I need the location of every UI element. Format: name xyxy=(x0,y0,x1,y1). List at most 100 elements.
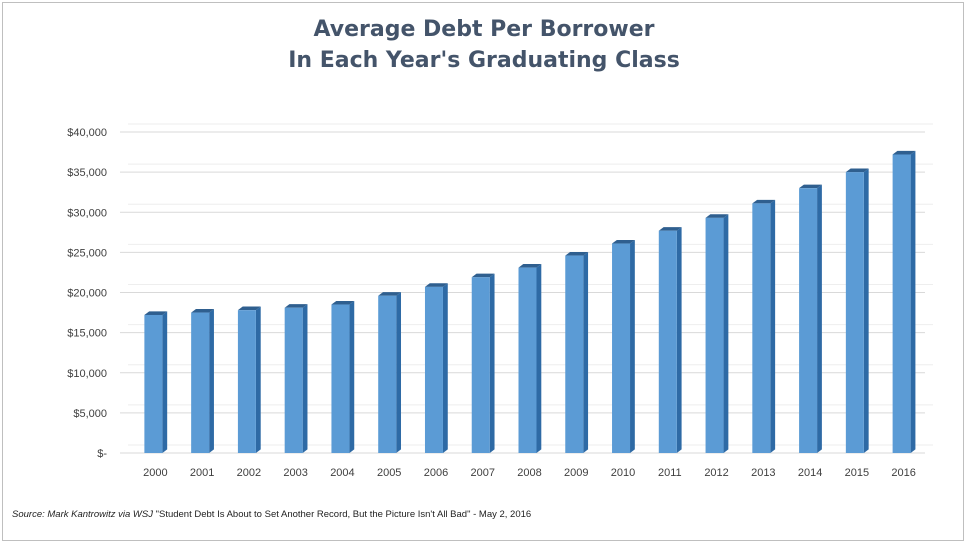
x-tick-label: 2005 xyxy=(377,467,401,479)
x-tick-label: 2011 xyxy=(658,467,682,479)
bar-top xyxy=(892,150,916,155)
x-tick-label: 2014 xyxy=(798,467,822,479)
bar-front xyxy=(378,295,397,453)
x-tick-label: 2012 xyxy=(704,467,728,479)
y-tick-label: $25,000 xyxy=(67,247,107,259)
bar-top xyxy=(471,273,495,278)
y-tick-label: $15,000 xyxy=(67,328,107,340)
x-tick-label: 2016 xyxy=(891,467,915,479)
source-label: Source: Mark Kantrowitz via WSJ xyxy=(12,509,153,520)
bar-top xyxy=(518,264,542,268)
bar xyxy=(799,184,822,454)
bar-top xyxy=(284,304,308,308)
bar-top xyxy=(565,251,589,256)
x-tick-label: 2007 xyxy=(470,467,494,479)
bar-front xyxy=(752,203,771,453)
bar-top xyxy=(144,311,168,315)
bar-side xyxy=(302,304,308,453)
bar-front xyxy=(799,188,818,454)
bar-front xyxy=(565,255,584,453)
chart-title-line-2: In Each Year's Graduating Class xyxy=(288,48,680,73)
bar-front xyxy=(471,277,490,453)
bar-front xyxy=(284,307,303,453)
y-tick-label: $40,000 xyxy=(67,127,107,139)
y-tick-label: $10,000 xyxy=(67,368,107,380)
x-tick-label: 2015 xyxy=(845,467,869,479)
bar-side xyxy=(209,308,214,453)
bar-side xyxy=(162,311,168,453)
x-tick-label: 2003 xyxy=(283,467,307,479)
bar-top xyxy=(845,168,869,173)
bar-top xyxy=(378,292,402,296)
y-tick-label: $- xyxy=(97,448,107,460)
y-tick-label: $30,000 xyxy=(67,207,107,219)
bar xyxy=(331,300,355,453)
bar-top xyxy=(237,306,261,311)
bar-front xyxy=(892,154,911,453)
bar-top xyxy=(658,227,682,231)
bar-front xyxy=(424,286,443,453)
y-tick-label: $20,000 xyxy=(67,288,107,300)
x-tick-label: 2001 xyxy=(190,467,214,479)
bar xyxy=(518,264,542,453)
bar-side xyxy=(583,251,589,453)
bar-front xyxy=(518,267,537,453)
bar-top xyxy=(424,283,448,287)
bar-front xyxy=(845,172,864,453)
bar-side xyxy=(630,239,635,453)
bar xyxy=(144,311,168,453)
bar xyxy=(845,168,869,453)
bar-front xyxy=(191,312,210,453)
bar-top xyxy=(612,239,635,244)
bar-front xyxy=(144,314,163,453)
bar xyxy=(892,150,916,453)
bar xyxy=(424,283,448,453)
bar-side xyxy=(255,306,261,453)
y-tick-label: $5,000 xyxy=(73,408,107,420)
bar-side xyxy=(676,227,682,453)
x-tick-label: 2006 xyxy=(424,467,448,479)
bar-side xyxy=(536,264,542,453)
chart-title: Average Debt Per Borrower In Each Year's… xyxy=(0,14,968,76)
bar xyxy=(191,308,214,453)
bar xyxy=(565,251,589,453)
bar-top xyxy=(331,300,355,305)
bar-side xyxy=(817,184,822,453)
bars xyxy=(144,150,916,454)
x-tick-label: 2002 xyxy=(237,467,261,479)
x-tick-label: 2000 xyxy=(143,467,167,479)
y-tick-label: $35,000 xyxy=(67,167,107,179)
chart-title-line-1: Average Debt Per Borrower xyxy=(313,17,655,42)
bar-side xyxy=(770,199,776,453)
bar-front xyxy=(705,217,724,453)
bar-side xyxy=(442,283,448,453)
bar xyxy=(612,239,635,453)
x-tick-label: 2013 xyxy=(751,467,775,479)
bar-side xyxy=(723,214,729,453)
bar xyxy=(237,306,261,453)
bar-side xyxy=(489,273,495,453)
bar-front xyxy=(331,304,350,453)
source-note: Source: Mark Kantrowitz via WSJ "Student… xyxy=(12,509,531,520)
x-tick-label: 2010 xyxy=(611,467,635,479)
bar-side xyxy=(863,168,869,453)
y-axis-ticks: $- $5,000 $10,000 $15,000 $20,000 $25,000 $30,… xyxy=(67,127,107,460)
bar xyxy=(658,227,682,453)
x-tick-label: 2008 xyxy=(517,467,541,479)
x-tick-label: 2004 xyxy=(330,467,354,479)
x-axis-ticks: 2000 2001 2002 2003 2004 2005 2006 2007 2008 2009… xyxy=(143,467,916,479)
x-tick-label: 2009 xyxy=(564,467,588,479)
bar xyxy=(752,199,776,453)
bar-top xyxy=(799,184,822,189)
bar-side xyxy=(349,300,355,453)
bar xyxy=(705,214,729,453)
bar xyxy=(378,292,402,453)
bar-front xyxy=(612,243,631,453)
bar xyxy=(471,273,495,453)
bar-side xyxy=(910,150,916,453)
bar-top xyxy=(705,214,729,218)
bar xyxy=(284,304,308,453)
bar-top xyxy=(191,308,214,313)
bar-front xyxy=(658,230,677,453)
